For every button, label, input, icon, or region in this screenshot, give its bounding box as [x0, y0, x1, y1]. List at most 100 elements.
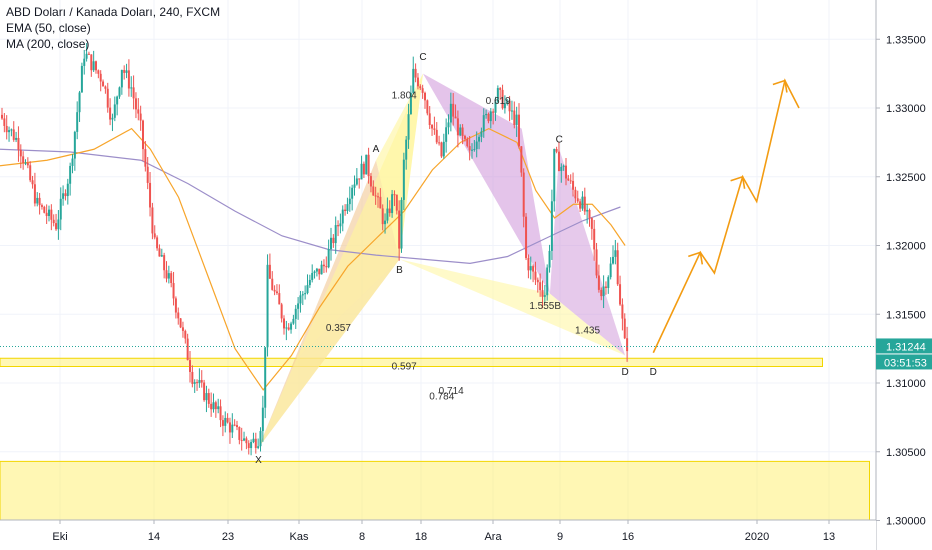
candle-body — [210, 403, 213, 410]
legend-ma[interactable]: MA (200, close) — [6, 37, 89, 51]
candle-body — [381, 208, 384, 225]
candle-body — [539, 282, 542, 291]
candle-body — [245, 438, 248, 444]
candle-body — [351, 187, 354, 199]
harmonic-patterns — [258, 73, 626, 448]
candle-body — [163, 255, 166, 271]
x-tick-label: 13 — [823, 531, 835, 543]
candle-body — [595, 249, 598, 276]
ma-200-path — [0, 148, 621, 264]
current-price-badge — [876, 338, 932, 354]
candle-body — [435, 129, 438, 143]
candle-body — [226, 417, 229, 423]
candle-body — [3, 118, 6, 126]
candle-body — [365, 154, 368, 175]
candle-body — [228, 422, 231, 433]
candle-body — [525, 216, 528, 259]
candle-body — [489, 111, 492, 122]
candle-body — [116, 96, 119, 105]
candle-body — [393, 194, 396, 196]
candle-body — [346, 204, 349, 211]
candle-body — [5, 125, 8, 133]
candle-body — [297, 303, 300, 309]
candles — [1, 43, 629, 456]
candle-body — [45, 212, 48, 217]
candle-body — [485, 113, 488, 116]
candle-body — [259, 431, 262, 447]
candle-body — [12, 129, 15, 140]
candle-body — [151, 207, 154, 234]
candle-body — [123, 69, 126, 73]
candle-body — [97, 70, 100, 74]
candle-body — [496, 88, 499, 102]
candle-body — [454, 116, 457, 119]
candle-body — [510, 110, 513, 112]
candle-body — [191, 371, 194, 384]
point-label-d: D — [621, 367, 628, 378]
ratio-label: 0.784 — [429, 392, 454, 403]
candle-body — [125, 70, 128, 73]
forecast-arrowhead — [772, 79, 788, 93]
countdown-badge — [876, 354, 932, 370]
candle-body — [567, 178, 570, 181]
candle-body — [99, 73, 102, 82]
candle-body — [268, 264, 271, 279]
candle-body — [337, 225, 340, 227]
candle-body — [607, 277, 610, 288]
candle-body — [189, 360, 191, 372]
candle-body — [149, 182, 152, 208]
ma-200-line — [0, 148, 621, 264]
candle-body — [214, 402, 217, 410]
candle-body — [203, 382, 206, 401]
candle-body — [238, 427, 241, 440]
candle-body — [69, 165, 72, 184]
candle-body — [506, 101, 509, 104]
candle-body — [22, 156, 25, 163]
candle-body — [604, 286, 607, 288]
candle-body — [541, 290, 544, 297]
candle-body — [391, 194, 394, 214]
candle-body — [424, 92, 426, 101]
candle-body — [421, 88, 424, 93]
candle-body — [327, 249, 330, 268]
legend-symbol[interactable]: ABD Doları / Kanada Doları, 240, FXCM — [6, 5, 220, 19]
pattern-1-xbd — [258, 259, 400, 448]
candle-body — [113, 104, 116, 118]
candle-body — [50, 209, 53, 220]
point-label-c: C — [419, 52, 426, 63]
x-tick-label: 8 — [359, 531, 365, 543]
candle-body — [508, 101, 511, 112]
y-tick-label: 1.30000 — [886, 516, 926, 528]
candle-body — [433, 128, 436, 130]
candle-body — [31, 180, 34, 185]
candle-body — [597, 275, 600, 290]
pattern-1-abc — [376, 73, 423, 260]
ema-50-path — [0, 127, 626, 391]
candle-body — [271, 278, 274, 290]
candle-body — [419, 86, 422, 89]
candle-body — [156, 237, 159, 249]
candle-body — [130, 87, 133, 89]
y-axis-panel — [876, 0, 932, 550]
x-tick-label: Kas — [290, 531, 309, 543]
y-tick-label: 1.32000 — [886, 241, 926, 253]
point-label-c: C — [556, 134, 563, 145]
candle-body — [402, 159, 405, 200]
candle-body — [146, 166, 149, 183]
candle-body — [447, 122, 450, 128]
candle-body — [308, 279, 311, 286]
candle-body — [92, 61, 95, 71]
candle-body — [562, 165, 565, 167]
candle-body — [412, 68, 415, 93]
candle-body — [377, 196, 379, 198]
ema-50-line — [0, 127, 626, 391]
legend-ema[interactable]: EMA (50, close) — [6, 21, 91, 35]
candle-body — [548, 250, 551, 268]
candle-body — [196, 382, 199, 384]
forecast-path — [652, 78, 800, 354]
candle-body — [494, 101, 497, 113]
candle-body — [66, 183, 69, 197]
candle-body — [318, 268, 321, 275]
candle-body — [306, 285, 309, 294]
